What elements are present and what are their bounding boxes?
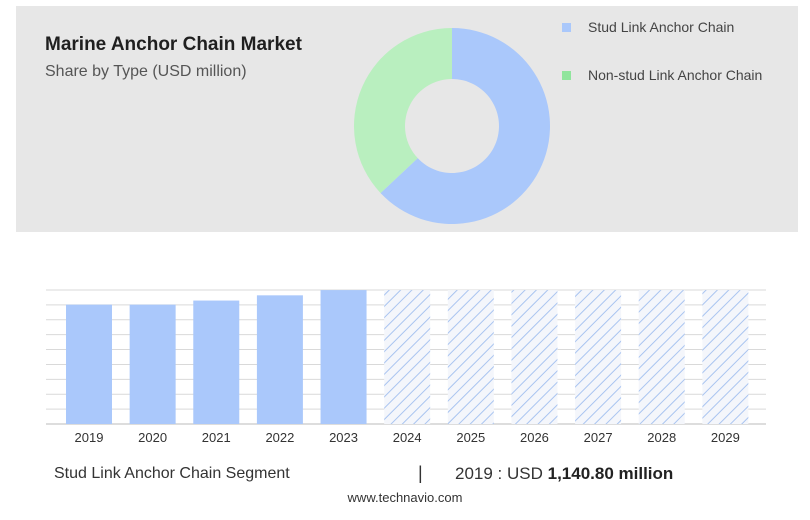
x-tick-label-2020: 2020 (138, 430, 167, 445)
bar-2021 (193, 300, 240, 424)
chart-title: Marine Anchor Chain Market (45, 34, 302, 55)
x-tick-label-2029: 2029 (711, 430, 740, 445)
legend-swatch-non-stud-link (562, 71, 571, 80)
legend-label-stud-link: Stud Link Anchor Chain (588, 19, 735, 35)
x-tick-label-2025: 2025 (456, 430, 485, 445)
x-tick-label-2022: 2022 (265, 430, 294, 445)
footer-url: www.technavio.com (347, 490, 463, 505)
segment-label: Stud Link Anchor Chain Segment (54, 465, 290, 482)
x-tick-label-2027: 2027 (584, 430, 613, 445)
x-tick-label-2028: 2028 (647, 430, 676, 445)
donut-slice-0 (380, 28, 550, 224)
bar-2022 (256, 295, 303, 424)
donut-slice-1 (354, 28, 452, 194)
bar-2023 (320, 290, 367, 424)
bar-2028 (638, 290, 685, 424)
bar-2019 (66, 304, 112, 424)
legend-label-non-stud-link: Non-stud Link Anchor Chain (588, 67, 763, 83)
donut-chart (354, 28, 550, 224)
x-tick-label-2026: 2026 (520, 430, 549, 445)
summary-amount: 1,140.80 million (547, 464, 674, 483)
x-tick-label-2023: 2023 (329, 430, 358, 445)
summary-year-text: 2019 : USD (455, 464, 543, 483)
bar-2020 (129, 304, 176, 424)
x-tick-label-2019: 2019 (75, 430, 104, 445)
x-tick-label-2021: 2021 (202, 430, 231, 445)
bar-2029 (702, 290, 749, 424)
bar-2027 (575, 290, 622, 424)
bar-chart: 2019 2020 2021 2022 2023 2024 2025 2026 2027 2028… (46, 289, 766, 445)
summary-divider: | (418, 463, 423, 483)
bar-2025 (447, 290, 494, 424)
x-tick-label-2024: 2024 (393, 430, 422, 445)
legend-swatch-stud-link (562, 23, 571, 32)
summary-value: 2019 : USD 1,140.80 million (455, 464, 673, 484)
bar-2026 (511, 290, 558, 424)
chart-subtitle: Share by Type (USD million) (45, 63, 247, 80)
bar-2024 (384, 290, 431, 424)
